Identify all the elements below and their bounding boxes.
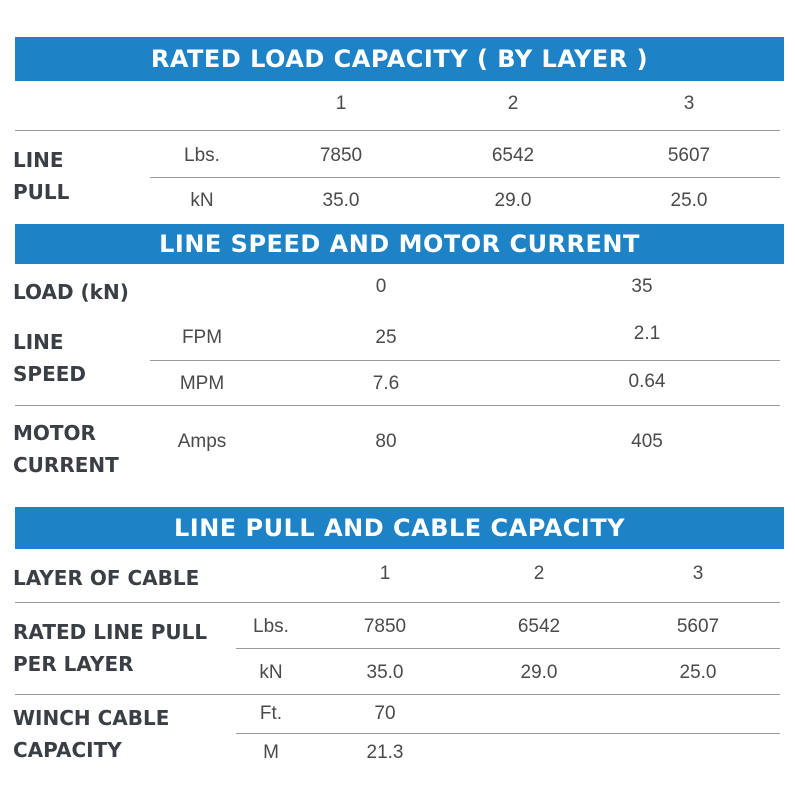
kn-value-2: 29.0 bbox=[494, 190, 532, 211]
mpm-value-2: 0.64 bbox=[628, 371, 666, 392]
layer-header-2: 2 bbox=[507, 93, 519, 114]
kn-value-3: 25.0 bbox=[670, 190, 708, 211]
lbs-value-1: 7850 bbox=[319, 145, 363, 166]
lbs-unit: Lbs. bbox=[253, 616, 289, 637]
lbs-value-3: 5607 bbox=[667, 145, 711, 166]
rated-lbs-value-2: 6542 bbox=[517, 616, 561, 637]
layer-value-2: 2 bbox=[533, 563, 545, 584]
rated-kn-value-3: 25.0 bbox=[679, 662, 717, 683]
mpm-unit: MPM bbox=[179, 373, 225, 394]
rated-kn-value-1: 35.0 bbox=[366, 662, 404, 683]
layer-value-3: 3 bbox=[692, 563, 704, 584]
row-divider bbox=[15, 130, 780, 131]
rated-line-pull-label: RATED LINE PULL PER LAYER bbox=[13, 620, 208, 676]
lbs-value-2: 6542 bbox=[491, 145, 535, 166]
layer-header-3: 3 bbox=[683, 93, 695, 114]
fpm-value-2: 2.1 bbox=[633, 323, 661, 344]
layer-of-cable-label: LAYER OF CABLE bbox=[13, 566, 200, 590]
layer-value-1: 1 bbox=[379, 563, 391, 584]
row-divider bbox=[236, 733, 780, 734]
line-speed-label: LINE SPEED bbox=[13, 330, 86, 386]
kn-unit: kN bbox=[190, 190, 214, 211]
amps-value-1: 80 bbox=[375, 431, 397, 452]
load-value-2: 35 bbox=[631, 276, 653, 297]
row-divider bbox=[150, 177, 780, 178]
kn-unit: kN bbox=[259, 662, 283, 683]
m-value: 21.3 bbox=[366, 742, 404, 763]
row-divider bbox=[15, 602, 780, 603]
rated-kn-value-2: 29.0 bbox=[520, 662, 558, 683]
winch-cable-capacity-label: WINCH CABLE CAPACITY bbox=[13, 706, 170, 762]
layer-header-1: 1 bbox=[335, 93, 347, 114]
amps-value-2: 405 bbox=[631, 431, 663, 452]
line-pull-label: LINE PULL bbox=[13, 148, 70, 204]
amps-unit: Amps bbox=[177, 431, 227, 452]
mpm-value-1: 7.6 bbox=[372, 373, 400, 394]
row-divider bbox=[150, 360, 780, 361]
m-unit: M bbox=[263, 742, 279, 763]
ft-unit: Ft. bbox=[259, 703, 283, 724]
row-divider bbox=[15, 405, 780, 406]
line-pull-cable-capacity-header: LINE PULL AND CABLE CAPACITY bbox=[15, 507, 784, 549]
rated-lbs-value-1: 7850 bbox=[363, 616, 407, 637]
row-divider bbox=[236, 648, 780, 649]
line-speed-motor-current-header: LINE SPEED AND MOTOR CURRENT bbox=[15, 224, 784, 264]
lbs-unit: Lbs. bbox=[184, 145, 220, 166]
load-kn-label: LOAD (kN) bbox=[13, 280, 129, 304]
row-divider bbox=[15, 694, 780, 695]
fpm-value-1: 25 bbox=[375, 327, 397, 348]
motor-current-label: MOTOR CURRENT bbox=[13, 421, 119, 477]
load-value-1: 0 bbox=[375, 276, 387, 297]
fpm-unit: FPM bbox=[181, 327, 223, 348]
ft-value: 70 bbox=[374, 703, 396, 724]
kn-value-1: 35.0 bbox=[322, 190, 360, 211]
rated-lbs-value-3: 5607 bbox=[676, 616, 720, 637]
rated-load-capacity-header: RATED LOAD CAPACITY ( BY LAYER ) bbox=[15, 37, 784, 81]
